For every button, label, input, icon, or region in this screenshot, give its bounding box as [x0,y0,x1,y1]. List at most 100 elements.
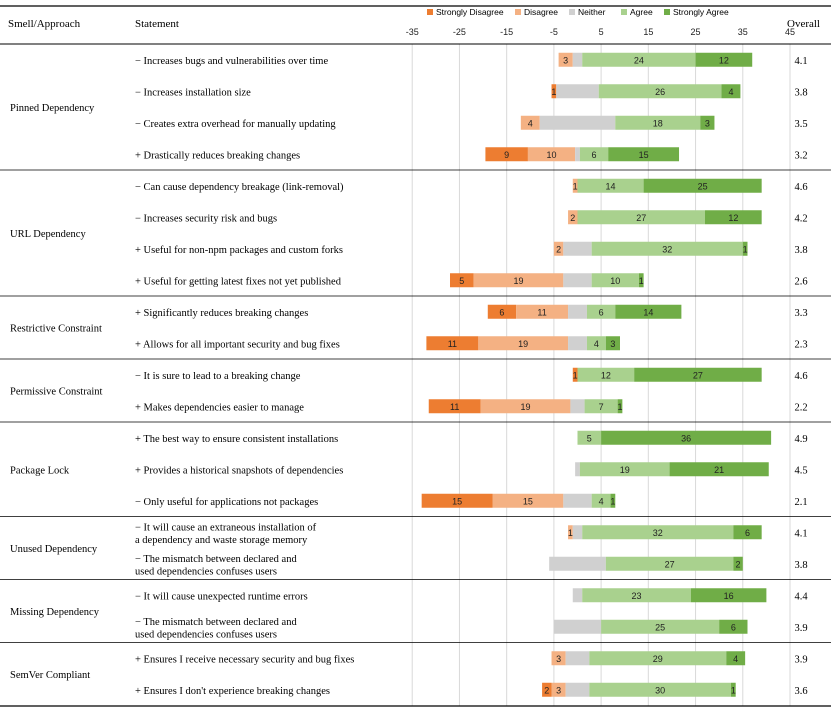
table-row: + Significantly reduces breaking changes… [135,304,808,319]
bar-value-label: 10 [610,276,620,286]
statement-text: + Ensures I don't experience breaking ch… [135,686,330,697]
bar-value-label: 12 [728,213,738,223]
statement-text: used dependencies confuses users [135,566,277,577]
legend-label: Disagree [524,7,558,17]
bar-value-label: 27 [636,213,646,223]
bar-segment [551,84,557,99]
bar-segment [568,210,578,225]
overall-score: 4.9 [794,434,807,445]
bar-value-label: 27 [665,559,675,569]
bar-value-label: 7 [599,402,604,412]
overall-score: 2.1 [794,497,807,508]
bar-segment [577,367,635,382]
x-tick-label: 15 [643,27,653,37]
bar-value-label: 1 [551,87,556,97]
bar-value-label: 14 [606,181,616,191]
table-row: + Makes dependencies easier to manage 2.2… [135,399,808,414]
bar-segment [605,556,734,571]
bar-value-label: 18 [653,118,663,128]
bar-value-label: 2 [570,213,575,223]
bar-segment [577,178,644,193]
bar-segment [643,178,762,193]
overall-score: 3.8 [794,560,807,571]
table-row: − It will cause an extraneous installati… [135,522,808,546]
bar-segment [733,556,743,571]
bar-value-label: 12 [719,55,729,65]
table-row: + Ensures I don't experience breaking ch… [135,682,808,697]
bar-value-label: 25 [698,181,708,191]
overall-score: 2.2 [794,402,807,413]
bar-segment [586,336,606,351]
bar-segment [733,525,762,540]
table-row: − It is sure to lead to a breaking chang… [135,367,808,382]
bar-segment [582,588,691,603]
statement-text: + Makes dependencies easier to manage [135,402,304,413]
bar-segment [591,241,743,256]
bar-segment [579,147,609,162]
bar-segment [428,399,481,414]
x-tick-label: 35 [738,27,748,37]
overall-score: 4.6 [794,182,807,193]
overall-score: 3.8 [794,245,807,256]
bar-segment [589,651,727,666]
bar-value-label: 15 [639,150,649,160]
x-tick-label: -35 [406,27,419,37]
bar-segment [492,493,564,508]
bar-segment [563,241,592,256]
bar-segment [615,115,701,130]
bar-segment [478,336,569,351]
statement-text: − It will cause unexpected runtime error… [135,591,308,602]
bar-value-label: 3 [705,118,710,128]
bar-value-label: 30 [655,685,665,695]
statement-text: + Significantly reduces breaking changes [135,308,308,319]
table-row: + The best way to ensure consistent inst… [135,430,808,445]
bar-value-label: 15 [452,496,462,506]
bar-segment [638,273,644,288]
bar-value-label: 3 [556,654,561,664]
bar-value-label: 25 [655,622,665,632]
x-tick-label: -5 [550,27,558,37]
table-rules [0,5,831,707]
group-label: SemVer Compliant [10,670,90,681]
bar-segment [575,462,580,477]
bar-segment [539,115,616,130]
statement-text: − Increases bugs and vulnerabilities ove… [135,56,328,67]
bar-value-label: 19 [521,402,531,412]
bar-segment [577,430,602,445]
bar-segment [634,367,762,382]
overall-score: 4.1 [794,56,807,67]
legend-label: Strongly Disagree [436,7,504,17]
table-row: − The mismatch between declared andused … [135,554,808,578]
bar-value-label: 32 [653,528,663,538]
bar-segment [589,682,731,697]
legend-swatch [664,9,670,15]
bar-segment [473,273,564,288]
bar-value-label: 10 [547,150,557,160]
table-row: + Allows for all important security and … [135,336,808,351]
group-label: Package Lock [10,465,70,476]
bar-value-label: 2 [736,559,741,569]
bar-segment [700,115,715,130]
table-row: − Only useful for applications not packa… [135,493,808,508]
bar-segment [605,336,620,351]
bar-value-label: 11 [450,402,459,412]
overall-score: 3.3 [794,308,807,319]
bar-value-label: 1 [743,244,748,254]
bar-value-label: 6 [499,307,504,317]
legend-swatch [621,9,627,15]
group-label: Restrictive Constraint [10,324,102,335]
bar-value-label: 21 [714,465,724,475]
bar-value-label: 14 [643,307,653,317]
bar-segment [556,84,599,99]
overall-score: 3.2 [794,150,807,161]
statement-text: − The mismatch between declared and [135,617,297,628]
bar-segment [480,399,571,414]
bar-value-label: 4 [733,654,738,664]
bar-segment [516,304,569,319]
bar-value-label: 1 [573,181,578,191]
table-row: + Drastically reduces breaking changes 3.… [135,147,808,162]
table-row: − The mismatch between declared andused … [135,617,808,641]
bar-segment [705,210,762,225]
bar-segment [542,682,552,697]
statement-text: − The mismatch between declared and [135,554,297,565]
